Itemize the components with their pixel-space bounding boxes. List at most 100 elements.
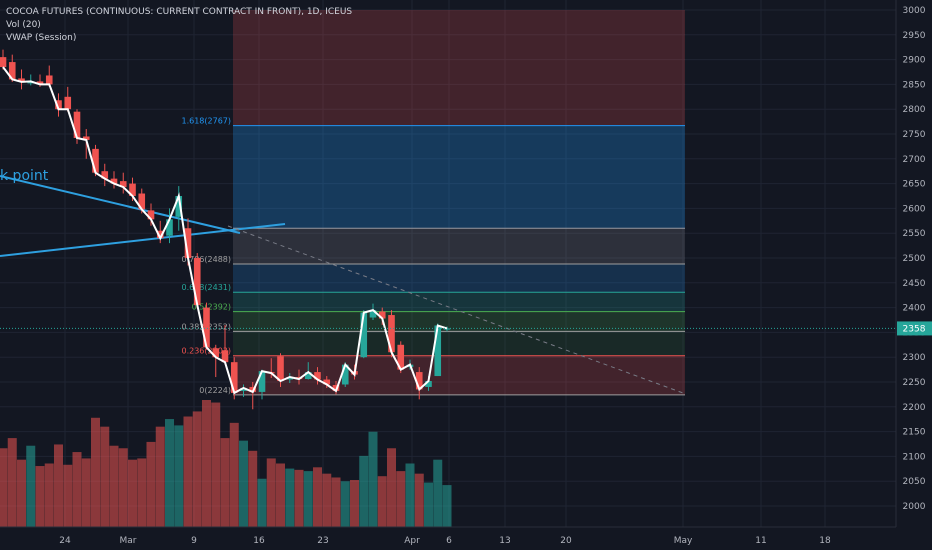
price-tick-label: 2500 [903, 254, 926, 264]
grid [0, 0, 896, 527]
candle-body [110, 178, 118, 184]
time-label: 6 [446, 536, 452, 546]
volume-bar [248, 450, 258, 527]
dashed-trend-line[interactable] [227, 225, 684, 394]
price-tick-label: 2900 [903, 56, 926, 66]
candle-body [129, 183, 136, 196]
chart-legend: COCOA FUTURES (CONTINUOUS: CURRENT CONTR… [6, 6, 352, 45]
price-tick-label: 2100 [903, 452, 926, 462]
volume-bar [35, 466, 45, 527]
volume-bar [220, 438, 230, 527]
candle-body [64, 96, 72, 110]
price-tick-label: 2000 [903, 502, 926, 512]
price-tick-label: 2750 [903, 130, 926, 140]
candle-body [184, 228, 192, 258]
time-label: 13 [499, 536, 510, 546]
candle-body [304, 372, 312, 380]
volume-bar [146, 441, 156, 527]
volume-bar [442, 485, 452, 527]
price-tick-label: 2150 [903, 428, 926, 438]
time-label: 16 [253, 536, 265, 546]
fib-zone [233, 355, 685, 395]
time-label: Apr [404, 536, 420, 546]
candle-body [203, 307, 210, 348]
volume-bar [229, 422, 239, 527]
volume-bar [118, 448, 128, 527]
candle-body [166, 219, 173, 236]
candle-body [314, 372, 321, 380]
price-tick-label: 2850 [903, 80, 926, 90]
volume-bar [285, 468, 295, 527]
candle-body [55, 100, 62, 110]
price-tick-label: 2600 [903, 204, 926, 214]
fib-level-label: 0.5(2392) [192, 303, 231, 312]
symbol-title[interactable]: COCOA FUTURES (CONTINUOUS: CURRENT CONTR… [6, 7, 353, 17]
candle-body [369, 310, 377, 318]
fib-zone [233, 292, 685, 312]
volume-indicator-label[interactable]: Vol (20) [6, 20, 41, 30]
fibonacci-retracement[interactable]: 1.618(2767) 0.786(2488) 0.618(2431) 0.5(239… [181, 10, 685, 396]
price-tick-label: 2950 [903, 31, 926, 41]
price-scale-background [896, 0, 932, 527]
volume-bar [368, 431, 378, 527]
fib-zone [233, 125, 685, 229]
volume-bar [303, 471, 313, 527]
volume-bar [387, 448, 396, 527]
time-scale[interactable]: 24 Mar 9 16 23 Apr 6 13 20 May 11 18 [0, 526, 932, 550]
volume-bar [63, 464, 73, 527]
candle-body [147, 210, 155, 220]
volume-bar [322, 473, 332, 527]
volume-bar [331, 477, 341, 527]
fib-zone [233, 331, 685, 356]
volume-bar [396, 471, 406, 527]
price-tick-label: 2550 [903, 229, 926, 239]
time-label: 24 [59, 536, 71, 546]
volume-bar [54, 444, 63, 527]
time-scale-background [0, 527, 932, 550]
time-label: 11 [755, 536, 766, 546]
last-price-badge-bg [897, 321, 932, 336]
candle-body [175, 196, 183, 217]
candle-body [221, 350, 229, 363]
volume-bar [211, 402, 221, 527]
price-tick-label: 2400 [903, 304, 926, 314]
price-tick-label: 3000 [903, 6, 926, 16]
candle-body [286, 377, 294, 380]
trendline-label: k point [0, 168, 49, 184]
trend-lines[interactable]: k point [0, 168, 684, 394]
candle-body [193, 258, 201, 306]
candle-body [378, 311, 386, 319]
candle-body [92, 148, 99, 173]
candle-body [138, 193, 146, 210]
volume-bar [155, 426, 165, 527]
candle-body [443, 328, 451, 330]
price-tick-label: 2050 [903, 477, 926, 487]
downtrend-line[interactable] [0, 175, 241, 234]
volume-bar [266, 458, 276, 527]
price-tick-label: 2800 [903, 105, 926, 115]
candle-body [73, 111, 81, 138]
fib-level-label: 0(2224) [199, 386, 231, 395]
volume-bar [109, 445, 119, 527]
time-label: May [674, 536, 693, 546]
volume-bar [414, 473, 424, 527]
volume-bar [192, 411, 202, 527]
volume-bar [359, 455, 369, 527]
volume-bar [239, 440, 248, 527]
candle-body [0, 57, 7, 68]
vwap-indicator-label[interactable]: VWAP (Session) [6, 33, 77, 43]
volume-bar [313, 467, 322, 527]
last-price-value: 2358 [903, 324, 926, 334]
candle-body [425, 381, 432, 387]
price-scale[interactable]: 3000 2950 2900 2850 2800 2750 2700 2650 2600 2550… [895, 0, 932, 527]
candle-body [156, 230, 164, 239]
vwap-line [2, 66, 448, 395]
price-tick-label: 2700 [903, 155, 926, 165]
volume-bar [137, 458, 147, 527]
time-label: 9 [191, 536, 197, 546]
candle-body [82, 136, 90, 140]
volume-bar [7, 438, 17, 527]
fib-zone [233, 311, 685, 332]
